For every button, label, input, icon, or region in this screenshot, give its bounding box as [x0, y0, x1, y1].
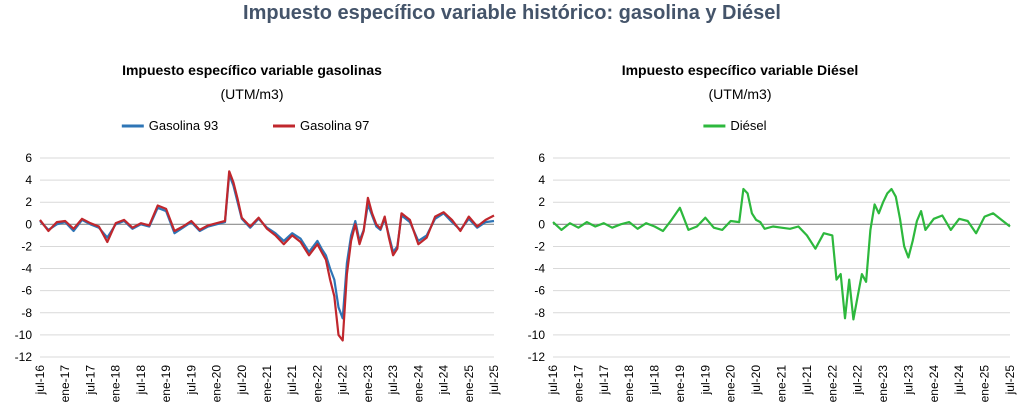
- y-tick-label: 6: [25, 151, 32, 165]
- x-tick-label: jul-21: [800, 365, 814, 396]
- x-tick-label: jul-18: [134, 365, 148, 396]
- x-tick-label: jul-16: [33, 365, 47, 396]
- x-tick-label: jul-22: [851, 365, 865, 396]
- x-tick-label: jul-25: [1003, 365, 1017, 396]
- x-tick-label: jul-18: [648, 365, 662, 396]
- x-tick-label: ene-17: [571, 365, 585, 403]
- x-tick-label: jul-19: [698, 365, 712, 396]
- legend-label: Gasolina 97: [300, 118, 369, 133]
- x-tick-label: jul-22: [336, 365, 350, 396]
- x-tick-label: ene-22: [825, 365, 839, 403]
- x-tick-label: ene-24: [927, 365, 941, 403]
- x-tick-label: ene-18: [622, 365, 636, 403]
- x-tick-label: jul-17: [83, 365, 97, 396]
- y-tick-label: 2: [25, 195, 32, 209]
- x-tick-label: jul-16: [546, 365, 560, 396]
- y-tick-label: -10: [528, 328, 546, 342]
- x-tick-label: ene-24: [411, 365, 425, 403]
- y-tick-label: 4: [25, 173, 32, 187]
- y-tick-label: -8: [21, 306, 32, 320]
- y-tick-label: 0: [538, 217, 545, 231]
- y-tick-label: -4: [21, 262, 32, 276]
- y-tick-label: 0: [25, 217, 32, 231]
- x-tick-label: ene-19: [673, 365, 687, 403]
- x-tick-label: jul-21: [285, 365, 299, 396]
- y-tick-label: -10: [15, 328, 33, 342]
- x-tick-label: jul-20: [749, 365, 763, 396]
- page-title: Impuesto específico variable histórico: …: [243, 2, 781, 24]
- y-tick-label: 4: [538, 173, 545, 187]
- x-tick-label: jul-24: [437, 365, 451, 396]
- x-tick-label: ene-19: [159, 365, 173, 403]
- chart-title: Impuesto específico variable Diésel: [622, 62, 859, 78]
- y-tick-label: -2: [21, 239, 32, 253]
- y-tick-label: 6: [538, 151, 545, 165]
- x-tick-label: jul-17: [597, 365, 611, 396]
- x-tick-label: ene-21: [260, 365, 274, 403]
- chart-panel-2: Impuesto específico variable Diésel (UTM/…: [528, 62, 1017, 402]
- y-tick-label: -2: [534, 239, 545, 253]
- y-tick-label: 2: [538, 195, 545, 209]
- legend-label: Gasolina 93: [149, 118, 218, 133]
- x-tick-label: ene-17: [58, 365, 72, 403]
- x-tick-label: ene-23: [876, 365, 890, 403]
- y-tick-label: -6: [21, 284, 32, 298]
- chart-title: Impuesto específico variable gasolinas: [122, 62, 382, 78]
- chart-panel-1: Impuesto específico variable gasolinas (U…: [15, 62, 501, 402]
- x-tick-label: jul-24: [952, 365, 966, 396]
- y-tick-label: -4: [534, 262, 545, 276]
- x-tick-label: ene-20: [724, 365, 738, 403]
- x-tick-label: ene-22: [310, 365, 324, 403]
- x-tick-label: jul-23: [386, 365, 400, 396]
- series-line-diésel: [552, 187, 1011, 321]
- chart-unit: (UTM/m3): [221, 86, 284, 102]
- x-tick-label: jul-23: [901, 365, 915, 396]
- x-tick-label: jul-19: [184, 365, 198, 396]
- y-tick-label: -12: [15, 350, 33, 364]
- legend-label: Diésel: [730, 118, 766, 133]
- x-tick-label: jul-25: [487, 365, 501, 396]
- x-tick-label: ene-20: [210, 365, 224, 403]
- y-tick-label: -6: [534, 284, 545, 298]
- x-tick-label: ene-21: [775, 365, 789, 403]
- x-tick-label: ene-23: [361, 365, 375, 403]
- chart-unit: (UTM/m3): [709, 86, 772, 102]
- x-tick-label: ene-25: [978, 365, 992, 403]
- x-tick-label: jul-20: [235, 365, 249, 396]
- y-tick-label: -8: [534, 306, 545, 320]
- x-tick-label: ene-18: [109, 365, 123, 403]
- x-tick-label: ene-25: [462, 365, 476, 403]
- y-tick-label: -12: [528, 350, 546, 364]
- series-line-gasolina-97: [39, 170, 495, 342]
